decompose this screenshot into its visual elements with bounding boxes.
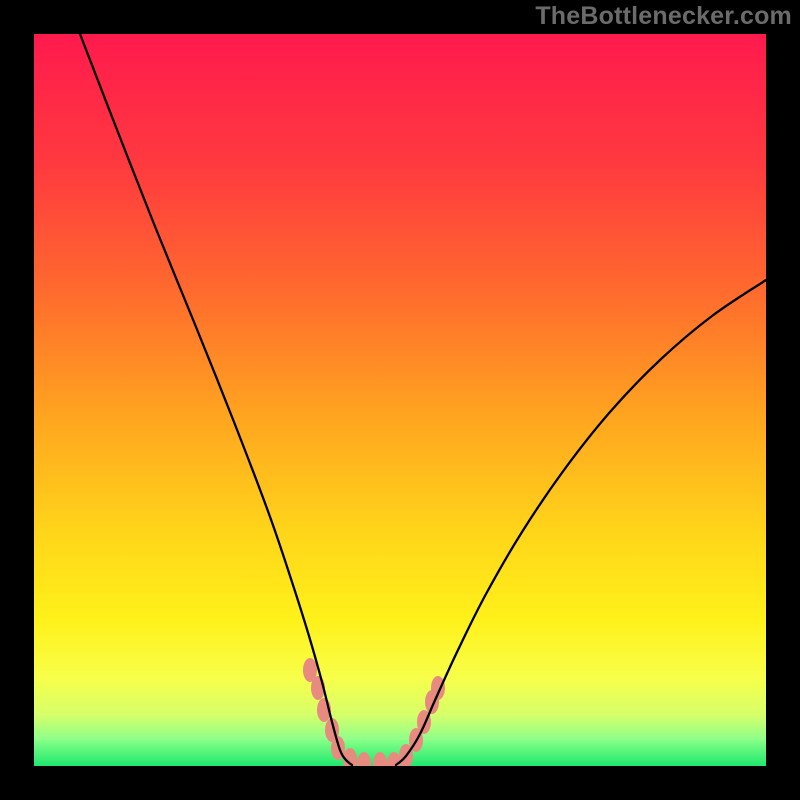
data-marker — [373, 752, 387, 766]
watermark-text: TheBottlenecker.com — [535, 2, 792, 31]
data-marker — [431, 676, 445, 700]
chart-container: { "canvas": { "width": 800, "height": 80… — [0, 0, 800, 800]
curves-layer — [34, 34, 766, 766]
curve-left — [80, 34, 352, 765]
curve-right — [396, 280, 766, 765]
plot-area — [34, 34, 766, 766]
data-marker — [357, 752, 371, 766]
